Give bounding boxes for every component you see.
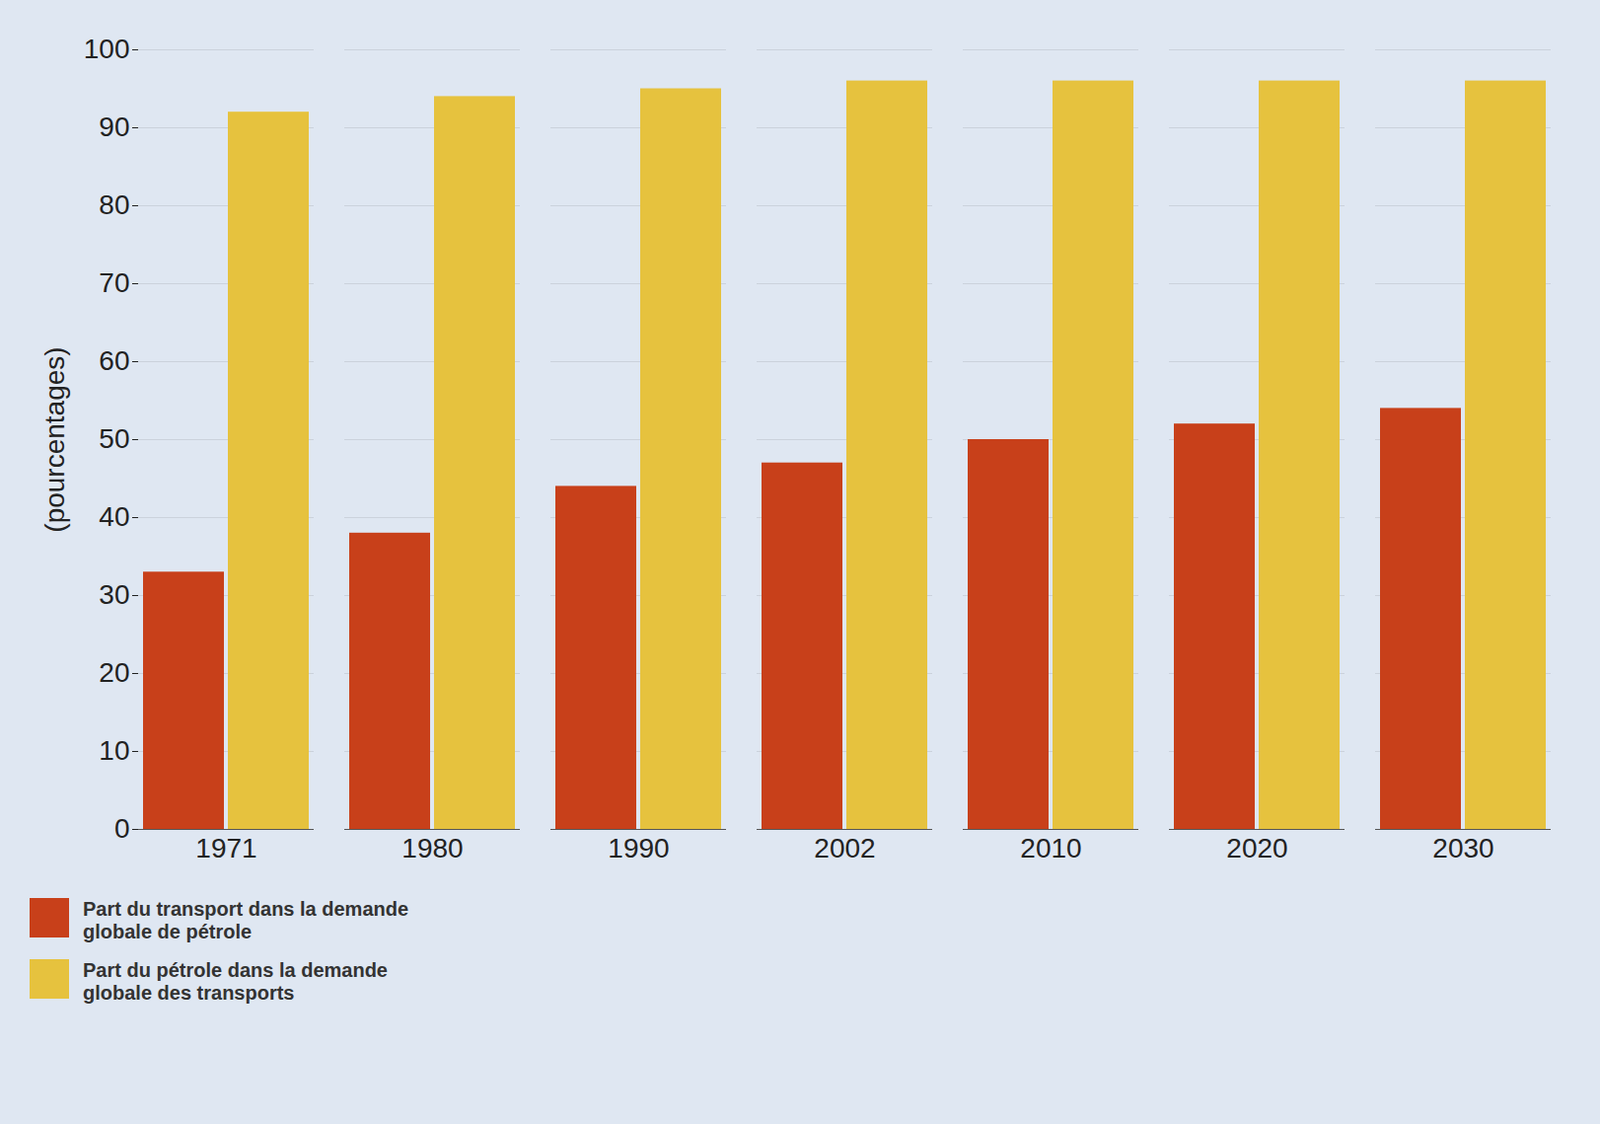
- html-text:Part du pétrole dans la demand: Part du pétrole dans la demande globale …: [82, 958, 388, 1004]
- svg-text:100: 100: [83, 33, 131, 65]
- svg-text:0: 0: [114, 812, 131, 844]
- svg-text:20: 20: [98, 656, 130, 688]
- svg-text:80: 80: [98, 189, 130, 220]
- svg-text:2010: 2010: [1019, 832, 1082, 864]
- svg-text:(pourcentages): (pourcentages): [39, 346, 71, 532]
- html-text:Part du transport dans la dema: Part du transport dans la demande global…: [82, 897, 409, 943]
- svg-text:60: 60: [98, 345, 130, 376]
- svg-text:30: 30: [98, 579, 130, 610]
- svg-text:2020: 2020: [1226, 832, 1288, 864]
- svg-text:40: 40: [98, 501, 130, 532]
- svg-text:90: 90: [98, 111, 130, 143]
- svg-text:1980: 1980: [401, 832, 463, 864]
- svg-text:70: 70: [98, 267, 130, 298]
- svg-text:2002: 2002: [813, 832, 875, 864]
- svg-text:2030: 2030: [1432, 832, 1494, 864]
- svg-text:10: 10: [98, 734, 130, 766]
- svg-text:50: 50: [98, 423, 130, 454]
- svg-text:1971: 1971: [195, 832, 257, 864]
- svg-text:1990: 1990: [607, 832, 669, 864]
